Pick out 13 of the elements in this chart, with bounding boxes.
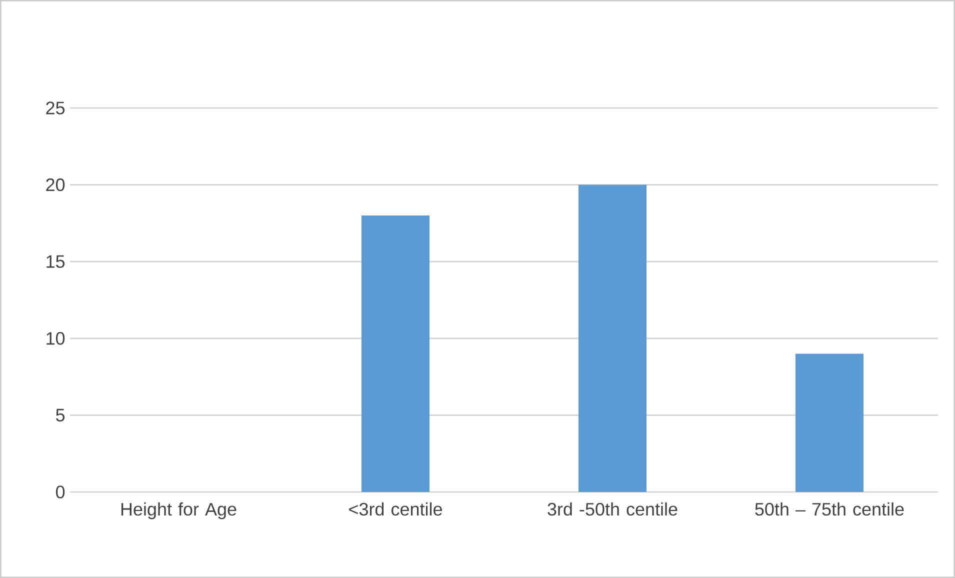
x-tick-label: 50th – 75th centile — [755, 502, 904, 516]
bar — [362, 216, 430, 492]
y-tick-label: 0 — [56, 486, 65, 498]
x-tick-label: Height for Age — [121, 502, 236, 520]
bar — [796, 354, 864, 492]
y-tick-label: 10 — [46, 332, 65, 345]
y-tick-label: 5 — [56, 408, 65, 422]
y-tick-label: 15 — [46, 255, 65, 268]
y-tick-label: 25 — [46, 102, 65, 114]
x-tick-label: <3rd centile — [349, 502, 442, 516]
x-tick-label: 3rd -50th centile — [548, 502, 678, 516]
y-tick-label: 20 — [46, 178, 65, 192]
bar — [578, 184, 647, 492]
